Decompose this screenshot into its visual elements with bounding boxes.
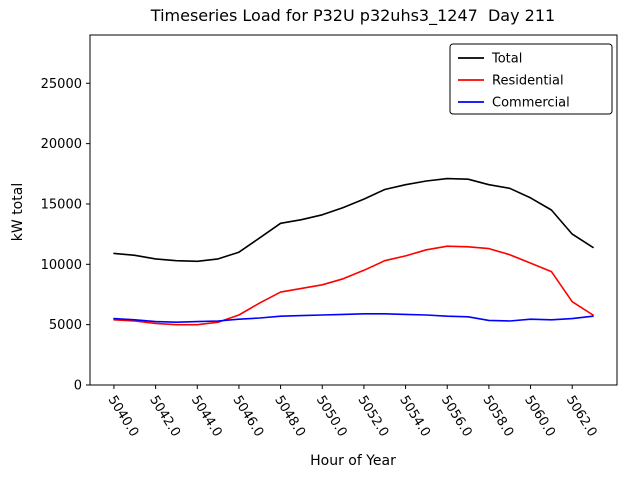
y-tick-label: 25000: [41, 77, 82, 92]
legend-label-residential: Residential: [492, 74, 564, 89]
x-tick-label: 5056.0: [438, 393, 475, 440]
x-tick-label: 5052.0: [355, 393, 392, 440]
x-tick-label: 5054.0: [396, 393, 433, 440]
x-tick-label: 5060.0: [521, 393, 558, 440]
chart-title: Timeseries Load for P32U p32uhs3_1247 Da…: [150, 6, 555, 26]
x-tick-label: 5046.0: [230, 393, 267, 440]
x-tick-label: 5042.0: [146, 393, 183, 440]
legend-label-commercial: Commercial: [492, 96, 570, 111]
legend: Total Residential Commercial: [449, 43, 613, 115]
y-axis-label: kW total: [10, 183, 26, 241]
legend-frame: [449, 43, 613, 115]
series-line-residential: [113, 245, 594, 326]
x-tick-label: 5044.0: [188, 393, 225, 440]
y-tick-label: 20000: [41, 137, 82, 152]
y-tick-label: 5000: [49, 318, 82, 333]
legend-label-total: Total: [491, 52, 522, 67]
x-tick-label: 5050.0: [313, 393, 350, 440]
x-tick-label: 5048.0: [271, 393, 308, 440]
y-tick-label: 10000: [41, 258, 82, 273]
x-tick-label: 5058.0: [480, 393, 517, 440]
x-axis-label: Hour of Year: [310, 453, 396, 469]
x-tick-label: 5040.0: [105, 393, 142, 440]
series-line-commercial: [113, 312, 594, 324]
x-tick-label: 5062.0: [563, 393, 600, 440]
series-line-total: [113, 177, 594, 263]
y-tick-label: 15000: [41, 197, 82, 212]
y-tick-label: 0: [74, 379, 82, 394]
